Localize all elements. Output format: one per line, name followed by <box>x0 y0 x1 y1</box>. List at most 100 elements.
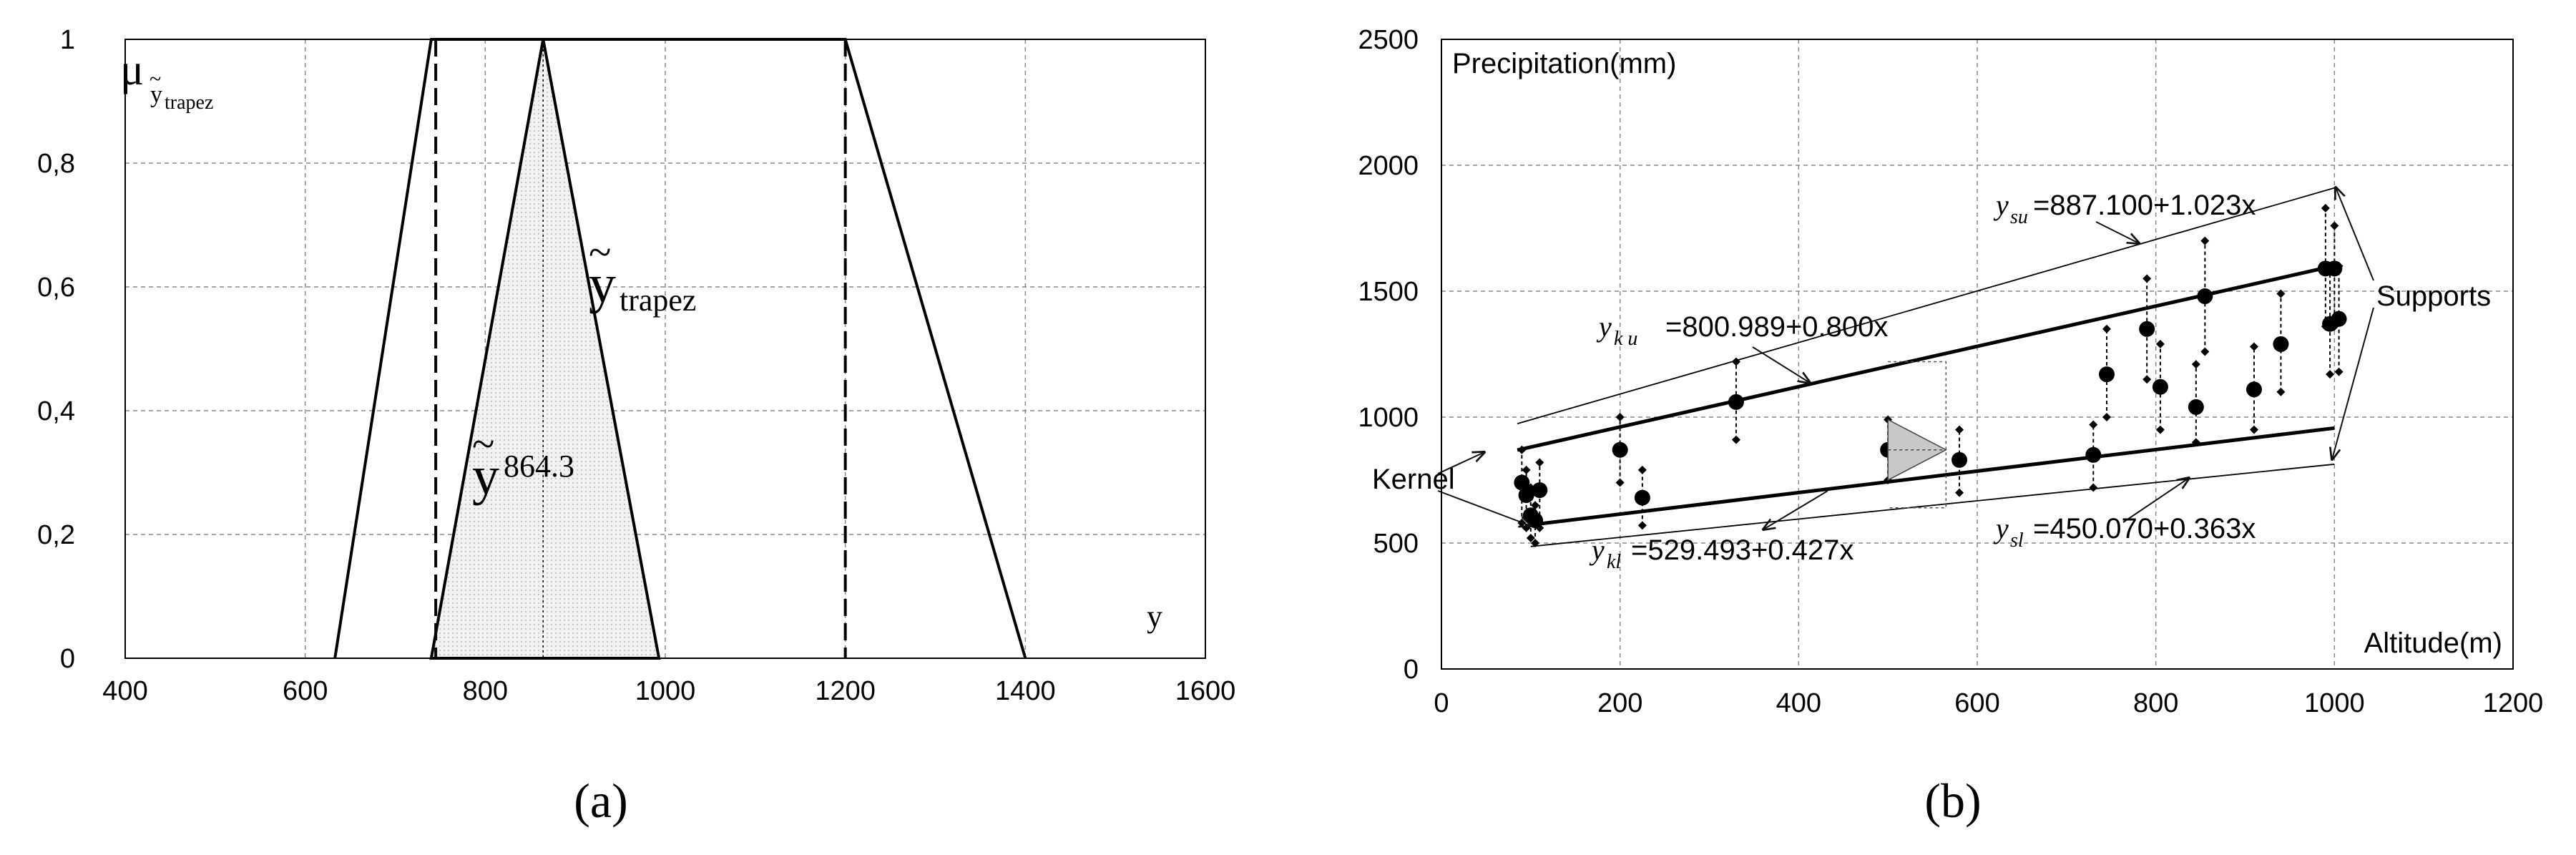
panel-a-label: (a) <box>574 773 627 828</box>
point-bound-diamond <box>1526 533 1535 542</box>
panel-a-x-tick-label: 1000 <box>635 676 696 706</box>
ykl-y: y <box>1589 534 1605 566</box>
point-center-marker <box>2099 366 2115 383</box>
point-center-marker <box>1728 394 1744 410</box>
lower-kernel-line <box>1530 426 2335 527</box>
panel-a-mu-subscript-small: trapez <box>165 92 213 114</box>
panel-b-annotation-arrows <box>1437 187 2374 529</box>
point-bound-diamond <box>2249 342 2258 351</box>
point-center-marker <box>2197 288 2213 305</box>
point-center-marker <box>1951 451 1968 468</box>
point-bound-diamond <box>1637 465 1647 474</box>
point-bound-diamond <box>1955 488 1964 497</box>
point-bound-diamond <box>2102 324 2112 333</box>
panel-b-y-tick-label: 500 <box>1373 529 1419 559</box>
point-bound-diamond <box>1637 521 1647 530</box>
point-bound-diamond <box>1531 501 1540 510</box>
panel-b-support-lines <box>1517 187 2335 547</box>
point-bound-diamond <box>2276 387 2286 396</box>
point-bound-diamond <box>2326 370 2335 379</box>
point-bound-diamond <box>2200 236 2210 245</box>
panel-b-kernel-label: Kernel <box>1372 464 1455 495</box>
panel-a-x-tick-label: 1400 <box>995 676 1056 706</box>
panel-b-y-tick-label: 2500 <box>1358 25 1419 55</box>
panel-a-x-tick-label: 800 <box>463 676 508 706</box>
panel-b-y-tick-label: 0 <box>1404 655 1419 685</box>
ysl-y: y <box>1993 512 2009 544</box>
point-bound-diamond <box>1955 425 1964 434</box>
panel-a-chart: 0 0,2 0,4 0,6 0,8 1 400 600 800 1000 1200 1400 1600… <box>37 25 1235 828</box>
point-bound-diamond <box>2334 261 2344 270</box>
point-bound-diamond <box>2330 221 2339 230</box>
panel-b-x-tick-label: 1200 <box>2483 688 2544 718</box>
point-bound-diamond <box>2249 425 2258 434</box>
panel-b-x-tick-label: 0 <box>1434 688 1449 718</box>
kernel-arrow-down <box>1437 490 1531 526</box>
point-bound-diamond <box>1517 445 1527 454</box>
yku-y: y <box>1596 311 1612 343</box>
point-center-marker <box>2188 399 2204 415</box>
panel-b-x-tick-label: 600 <box>1954 688 1999 718</box>
panel-a-trapez-tilde: ~ <box>589 229 611 275</box>
panel-b-x-axis-label: Altitude(m) <box>2364 627 2502 659</box>
panel-b-chart: 0 500 1000 1500 2000 2500 0 200 400 600 800 1000 12… <box>1358 25 2543 828</box>
point-bound-diamond <box>2155 425 2165 434</box>
panel-b-supports-label: Supports <box>2376 280 2491 312</box>
panel-b-grid <box>1441 39 2513 669</box>
point-center-marker <box>2246 381 2262 398</box>
panel-a-triangle-subscript: 864.3 <box>504 449 574 484</box>
yku-sub: k u <box>1614 328 1637 350</box>
ysu-sub: su <box>2010 206 2028 228</box>
ykl-arrow <box>1763 490 1828 529</box>
point-bound-diamond <box>2276 289 2286 298</box>
panel-b-x-tick-label: 400 <box>1776 688 1821 718</box>
panel-a-trapezoid-outline <box>333 38 1027 659</box>
yku-equation: =800.989+0.800x <box>1665 311 1888 343</box>
panel-a-x-axis-label: y <box>1147 599 1162 634</box>
panel-b-x-tick-label: 200 <box>1597 688 1642 718</box>
point-bound-diamond <box>2102 413 2112 421</box>
point-center-marker <box>2331 311 2347 327</box>
panel-a-y-tick-label: 1 <box>60 25 75 55</box>
ysl-equation: =450.070+0.363x <box>2033 513 2256 544</box>
ysl-arrow <box>2122 478 2189 523</box>
point-center-marker <box>2139 321 2155 337</box>
point-bound-diamond <box>2200 347 2210 356</box>
panel-a-x-tick-label: 600 <box>283 676 328 706</box>
yku-arrow <box>1752 346 1810 383</box>
ysu-equation: =887.100+1.023x <box>2033 190 2256 221</box>
ysu-arrow <box>2095 221 2139 243</box>
panel-a-triangle-tilde: ~ <box>472 421 494 467</box>
panel-b-y-tick-labels: 0 500 1000 1500 2000 2500 <box>1358 25 1419 685</box>
panel-a-x-tick-label: 400 <box>102 676 147 706</box>
point-bound-diamond <box>2142 274 2152 283</box>
panel-b-x-tick-label: 1000 <box>2304 688 2365 718</box>
point-bound-diamond <box>2326 266 2335 275</box>
kernel-arrow-up <box>1437 452 1484 474</box>
panel-b-y-tick-label: 2000 <box>1358 151 1419 181</box>
panel-a-trapez-subscript: trapez <box>619 283 696 318</box>
lower-support-line <box>1530 463 2335 547</box>
point-center-marker <box>2152 378 2168 395</box>
panel-b-y-tick-label: 1000 <box>1358 403 1419 433</box>
point-center-marker <box>1612 441 1628 458</box>
point-bound-diamond <box>2191 360 2200 369</box>
ykl-sub: kl <box>1607 551 1621 573</box>
panel-a-x-tick-labels: 400 600 800 1000 1200 1400 1600 <box>102 676 1235 706</box>
panel-a-mu-subscript: y <box>150 82 162 108</box>
panel-a-y-tick-labels: 0 0,2 0,4 0,6 0,8 1 <box>37 25 75 674</box>
point-bound-diamond <box>2142 375 2152 384</box>
panel-a-trapez-label: y <box>589 254 616 314</box>
ysl-sub: sl <box>2010 529 2024 552</box>
panel-a-mu-symbol: μ <box>120 46 144 94</box>
panel-b-ysl-annotation: y sl =450.070+0.363x <box>1993 512 2256 552</box>
point-bound-diamond <box>2191 438 2200 447</box>
panel-a-x-tick-label: 1200 <box>815 676 876 706</box>
panel-b-label: (b) <box>1924 773 1981 828</box>
panel-a-triangle-fuzzy-number <box>429 39 661 660</box>
point-bound-diamond <box>2334 367 2344 376</box>
panel-a-triangle-label: y <box>472 446 499 506</box>
ykl-equation: =529.493+0.427x <box>1631 534 1853 566</box>
point-bound-diamond <box>1531 539 1540 547</box>
